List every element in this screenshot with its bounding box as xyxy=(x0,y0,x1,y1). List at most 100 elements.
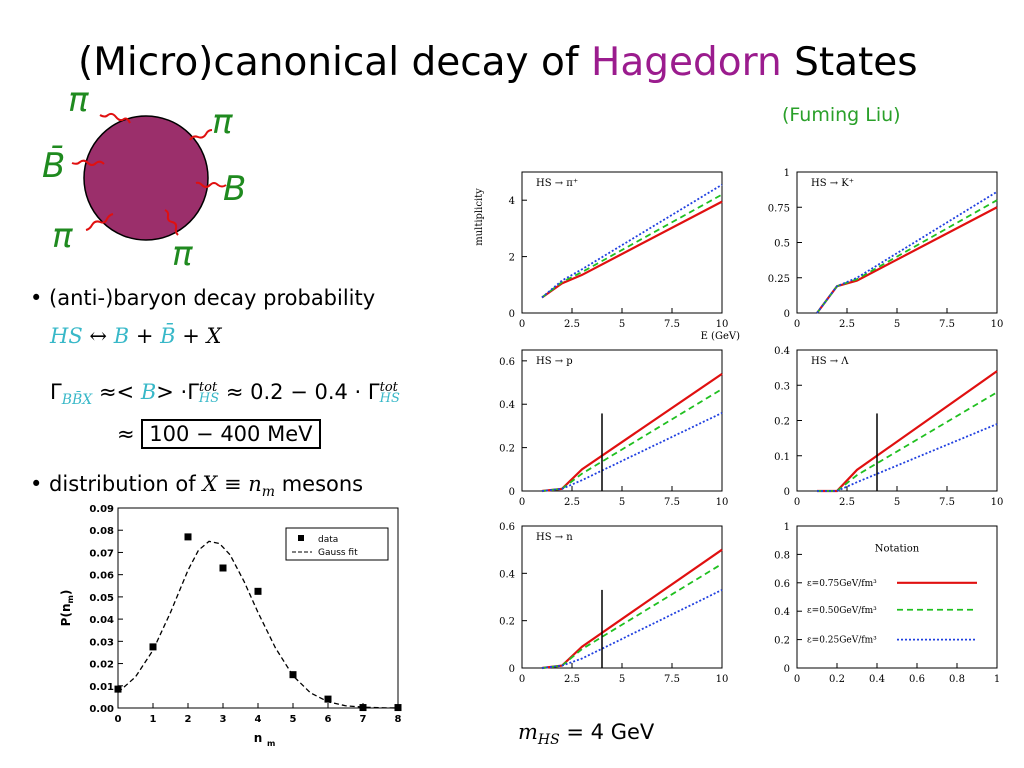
x-tick-label: 0 xyxy=(794,319,800,330)
data-point xyxy=(184,533,192,541)
series-line-0 xyxy=(817,370,998,493)
data-point xyxy=(289,671,297,679)
chart-panel-6: 0 0.2 0.4 0.6 0.8 1 0 0.2 0.4 0.6 0.8 1 Notation ε=0.… xyxy=(774,522,1000,685)
notation-entry-label: ε=0.50GeV/fm³ xyxy=(807,606,877,616)
panel-title: HS → K⁺ xyxy=(811,178,854,189)
x-tick-label: 2.5 xyxy=(564,319,580,330)
data-point xyxy=(114,685,122,693)
x-tick-label: 7.5 xyxy=(939,319,955,330)
data-point xyxy=(149,643,157,651)
mass-sub: HS xyxy=(537,732,560,749)
label-pi-bottom: π xyxy=(172,234,193,270)
x-tick-label: 5 xyxy=(894,319,900,330)
y-tick-label: 0.4 xyxy=(499,400,515,411)
reaction-arrow: ↔ xyxy=(89,324,107,348)
y-tick-label: 0.25 xyxy=(768,274,790,285)
y-tick-label: 0 xyxy=(784,309,790,320)
width-estimate: ≈ 100 − 400 MeV xyxy=(117,419,321,449)
data-point xyxy=(324,695,332,703)
y-tick-label: 0.4 xyxy=(499,569,515,580)
x-axis-label: E (GeV) xyxy=(701,331,741,342)
x-tick-label: 10 xyxy=(716,497,729,508)
y-tick-label: 0.05 xyxy=(89,593,114,604)
y-tick-label: 0.03 xyxy=(89,637,114,648)
y-tick-label: 0.00 xyxy=(89,704,114,715)
squiggle-pi-topleft xyxy=(99,112,131,124)
title-post: States xyxy=(781,40,918,85)
x-tick-label: 3 xyxy=(220,714,227,725)
squiggle-pi-bottom xyxy=(164,209,179,236)
x-tick-label: 0 xyxy=(519,497,525,508)
chart-panel-2: 0 2.5 5 7.5 10 0 0.25 0.5 0.75 1 HS → K⁺ xyxy=(768,168,1004,330)
squiggle-pi-topright xyxy=(189,129,213,141)
y-tick-label: 1 xyxy=(784,168,790,179)
width-boxed-value: 100 − 400 MeV xyxy=(141,419,321,449)
x-axis-label: n xyxy=(254,731,263,745)
x-tick-label: 0.4 xyxy=(869,674,885,685)
notation-entry-label: ε=0.25GeV/fm³ xyxy=(807,636,877,646)
reaction-plus-2: + xyxy=(182,324,200,348)
series-line-1 xyxy=(541,388,723,492)
y-tick-label: 0 xyxy=(509,309,515,320)
x-tick-label: 10 xyxy=(991,497,1004,508)
x-tick-label: 5 xyxy=(290,714,297,725)
decay-diagram: π π B̄ B π π xyxy=(42,85,246,270)
plot-frame xyxy=(521,171,723,314)
gamma-approx-lt: ≈< xyxy=(98,380,135,404)
series-line-0 xyxy=(541,200,723,299)
reaction-equation: HS ↔ B + B̄ + X xyxy=(50,324,221,348)
series-line-0 xyxy=(541,372,723,493)
x-tick-label: 10 xyxy=(716,674,729,685)
series-line-2 xyxy=(541,183,723,299)
y-tick-label: 0.1 xyxy=(774,452,790,463)
title-pre: (Micro)canonical decay of xyxy=(78,40,591,85)
y-tick-label: 0.4 xyxy=(774,607,790,618)
panel-title: HS → n xyxy=(536,532,573,543)
bullet-meson-distribution: • distribution of X ≡ nm mesons xyxy=(30,472,363,500)
y-tick-label: 0.5 xyxy=(774,239,790,250)
y-axis-label: multiplicity xyxy=(474,188,485,246)
b2-sub: m xyxy=(261,484,276,501)
series-line-1 xyxy=(541,193,723,299)
chart-panel-4: 0 2.5 5 7.5 10 0 0.1 0.2 0.3 0.4 HS → Λ xyxy=(774,346,1003,508)
y-tick-label: 0.04 xyxy=(89,615,114,626)
y-tick-label: 1 xyxy=(784,522,790,533)
series-line-0 xyxy=(541,548,723,670)
series-line-2 xyxy=(816,190,998,314)
x-tick-label: 4 xyxy=(255,714,262,725)
x-tick-label: 0 xyxy=(519,674,525,685)
x-axis-label-sub: m xyxy=(267,739,275,748)
x-tick-label: 8 xyxy=(395,714,402,725)
y-tick-label: 0.08 xyxy=(89,526,114,537)
x-tick-label: 7.5 xyxy=(664,497,680,508)
y-tick-label: 0.01 xyxy=(89,682,114,693)
plot-frame xyxy=(521,349,723,492)
x-tick-label: 7.5 xyxy=(664,674,680,685)
data-point xyxy=(219,564,227,572)
y-tick-label: 0 xyxy=(784,487,790,498)
mass-m: m xyxy=(518,720,538,744)
notation-entry-label: ε=0.75GeV/fm³ xyxy=(807,579,877,589)
series-line-2 xyxy=(817,423,998,492)
x-tick-label: 0.6 xyxy=(909,674,925,685)
y-tick-label: 0.6 xyxy=(774,579,790,590)
x-tick-label: 2.5 xyxy=(839,497,855,508)
x-tick-label: 5 xyxy=(619,497,625,508)
x-tick-label: 0.2 xyxy=(829,674,845,685)
series-line-1 xyxy=(816,199,998,314)
y-axis-label-close: ) xyxy=(59,590,73,595)
chart-panel-1: 0 2.5 5 7.5 10 0 2 4 HS → π⁺ E (GeV) multiplicity xyxy=(474,171,741,342)
gamma-tot-1: tot xyxy=(198,380,218,395)
y-tick-label: 0.2 xyxy=(499,617,515,628)
panel-title: HS → p xyxy=(536,356,573,367)
x-tick-label: 0 xyxy=(519,319,525,330)
title-highlight: Hagedorn xyxy=(591,40,782,85)
gamma-tot-2: tot xyxy=(379,380,398,395)
y-tick-label: 0.2 xyxy=(499,444,515,455)
plot-frame xyxy=(796,349,998,492)
chart-panel-5: 0 2.5 5 7.5 10 0 0.2 0.4 0.6 HS → n xyxy=(499,522,728,685)
y-tick-label: 2 xyxy=(509,253,515,264)
y-tick-label: 0.8 xyxy=(774,550,790,561)
x-tick-label: 7.5 xyxy=(664,319,680,330)
